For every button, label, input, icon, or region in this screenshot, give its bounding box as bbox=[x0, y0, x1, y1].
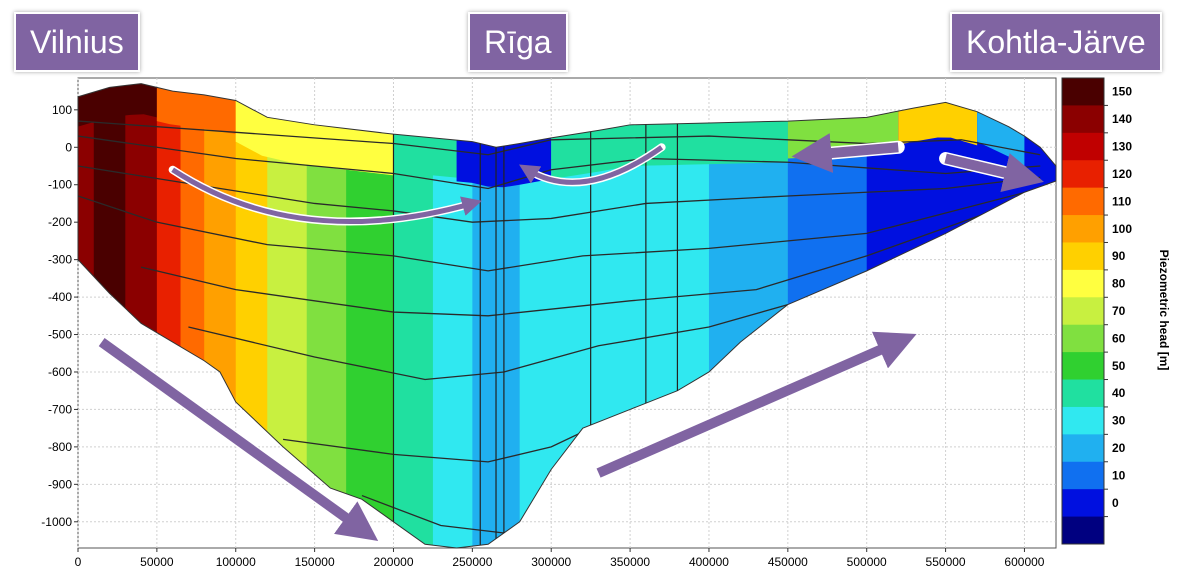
colorbar-band bbox=[1062, 269, 1104, 298]
x-tick-label: 450000 bbox=[768, 555, 808, 569]
colorbar-band bbox=[1062, 324, 1104, 353]
layer-boundary bbox=[78, 187, 1041, 272]
colorbar-label: Piezometric head [m] bbox=[1157, 250, 1171, 371]
colorbar-band bbox=[1062, 105, 1104, 134]
axes: 0 50000 100000 150000 200000 250000 300000 3500… bbox=[41, 103, 1045, 569]
y-tick-label: -800 bbox=[48, 440, 72, 454]
y-tick-label: -700 bbox=[48, 402, 72, 416]
colorbar-band bbox=[1062, 434, 1104, 463]
colorbar-tick-label: 120 bbox=[1112, 167, 1132, 181]
x-tick-label: 350000 bbox=[610, 555, 650, 569]
colorbar-frame bbox=[1061, 77, 1105, 545]
flow-arrows bbox=[95, 133, 1044, 541]
x-tick-label: 50000 bbox=[140, 555, 174, 569]
x-tick-label: 150000 bbox=[295, 555, 335, 569]
x-tick-label: 300000 bbox=[531, 555, 571, 569]
colorbar-band bbox=[1062, 160, 1104, 189]
colorbar-tick-label: 140 bbox=[1112, 112, 1132, 126]
y-tick-label: -1000 bbox=[41, 515, 72, 529]
x-tick-label: 600000 bbox=[1004, 555, 1044, 569]
layer-boundary bbox=[78, 165, 1041, 223]
layer-boundary bbox=[282, 416, 615, 463]
colorbar-tick-label: 0 bbox=[1112, 496, 1119, 510]
colorbar-tick-label: 150 bbox=[1112, 85, 1132, 99]
colorbar-band bbox=[1062, 352, 1104, 381]
x-tick-label: 500000 bbox=[847, 555, 887, 569]
layer-boundary bbox=[78, 120, 1041, 156]
y-tick-label: -200 bbox=[48, 215, 72, 229]
colorbar-tick-label: 40 bbox=[1112, 386, 1126, 400]
colorbar-band bbox=[1062, 132, 1104, 161]
colorbar-tick-label: 110 bbox=[1112, 194, 1132, 208]
colorbar-band bbox=[1062, 78, 1104, 106]
y-tick-label: -400 bbox=[48, 290, 72, 304]
colorbar-band bbox=[1062, 187, 1104, 216]
x-tick-label: 400000 bbox=[689, 555, 729, 569]
y-tick-label: 0 bbox=[65, 140, 72, 154]
colorbar-tick-label: 100 bbox=[1112, 222, 1132, 236]
top-head-zone bbox=[645, 111, 788, 166]
y-tick-label: -300 bbox=[48, 253, 72, 267]
colorbar: 1501401301201101009080706050403020100Pie… bbox=[1061, 77, 1171, 545]
colorbar-tick-label: 130 bbox=[1112, 140, 1132, 154]
colorbar-band bbox=[1062, 461, 1104, 490]
layer-boundary-group bbox=[78, 120, 1041, 534]
layer-boundary bbox=[140, 199, 1025, 317]
colorbar-band bbox=[1062, 215, 1104, 243]
colorbar-tick-label: 80 bbox=[1112, 277, 1126, 291]
x-tick-label: 200000 bbox=[373, 555, 413, 569]
colorbar-tick-label: 10 bbox=[1112, 468, 1126, 482]
y-tick-label: -900 bbox=[48, 477, 72, 491]
y-tick-label: -600 bbox=[48, 365, 72, 379]
flow-arrow bbox=[171, 167, 482, 225]
x-tick-label: 100000 bbox=[216, 555, 256, 569]
x-tick-label: 250000 bbox=[452, 555, 492, 569]
x-tick-label: 550000 bbox=[926, 555, 966, 569]
colorbar-band bbox=[1062, 297, 1104, 326]
flow-arrow bbox=[596, 331, 917, 478]
colorbar-tick-label: 70 bbox=[1112, 304, 1126, 318]
y-tick-label: -100 bbox=[48, 178, 72, 192]
flow-arrow bbox=[944, 153, 1044, 193]
colorbar-band bbox=[1062, 489, 1104, 518]
colorbar-band bbox=[1062, 516, 1104, 545]
colorbar-tick-label: 50 bbox=[1112, 359, 1126, 373]
colorbar-tick-label: 30 bbox=[1112, 414, 1126, 428]
place-label-vilnius: Vilnius bbox=[14, 12, 140, 72]
y-tick-label: 100 bbox=[52, 103, 72, 117]
colorbar-band bbox=[1062, 406, 1104, 435]
colorbar-band bbox=[1062, 242, 1104, 271]
y-tick-label: -500 bbox=[48, 328, 72, 342]
flow-arrow bbox=[98, 337, 379, 541]
flow-arrow bbox=[791, 133, 899, 173]
x-tick-label: 0 bbox=[75, 555, 82, 569]
colorbar-tick-label: 60 bbox=[1112, 331, 1126, 345]
colorbar-tick-label: 20 bbox=[1112, 441, 1126, 455]
place-label-riga: Rīga bbox=[468, 12, 568, 72]
colorbar-band bbox=[1062, 379, 1104, 408]
layer-boundaries bbox=[78, 120, 1041, 534]
place-label-kohtla-jarve: Kohtla-Järve bbox=[950, 12, 1162, 72]
flow-arrow bbox=[519, 145, 664, 185]
colorbar-tick-label: 90 bbox=[1112, 249, 1126, 263]
layer-boundary bbox=[78, 135, 1041, 190]
